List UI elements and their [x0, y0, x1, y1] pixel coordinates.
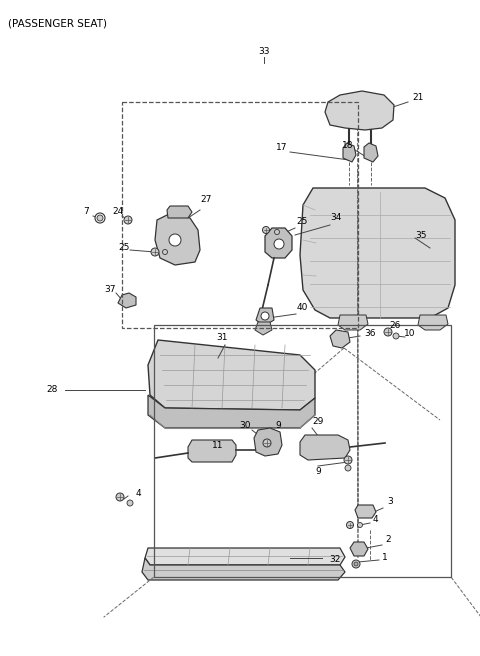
Polygon shape	[265, 228, 292, 258]
Text: 18: 18	[342, 140, 354, 150]
Circle shape	[97, 215, 103, 221]
Polygon shape	[355, 505, 376, 518]
Circle shape	[275, 230, 279, 234]
Polygon shape	[118, 293, 136, 308]
Polygon shape	[350, 542, 368, 556]
Text: 7: 7	[83, 207, 89, 216]
Text: 33: 33	[258, 47, 270, 56]
Text: 30: 30	[239, 420, 251, 430]
Polygon shape	[254, 428, 282, 456]
Polygon shape	[300, 188, 455, 318]
Polygon shape	[300, 435, 350, 460]
Polygon shape	[148, 340, 315, 410]
Circle shape	[169, 234, 181, 246]
Circle shape	[384, 328, 392, 336]
Circle shape	[358, 522, 362, 527]
Text: 28: 28	[46, 386, 58, 394]
Polygon shape	[364, 143, 378, 162]
Polygon shape	[145, 548, 345, 565]
Text: 1: 1	[382, 554, 388, 562]
Text: (PASSENGER SEAT): (PASSENGER SEAT)	[8, 18, 107, 28]
Circle shape	[352, 560, 360, 568]
Circle shape	[124, 216, 132, 224]
Text: 36: 36	[364, 329, 376, 337]
Polygon shape	[188, 440, 236, 462]
Polygon shape	[256, 308, 274, 326]
Circle shape	[263, 226, 269, 234]
Circle shape	[354, 562, 358, 566]
Polygon shape	[325, 91, 394, 130]
Text: 35: 35	[415, 230, 427, 239]
Text: 24: 24	[112, 207, 124, 216]
Text: 25: 25	[118, 243, 130, 253]
Circle shape	[116, 493, 124, 501]
Text: 37: 37	[104, 285, 116, 295]
Circle shape	[127, 500, 133, 506]
Circle shape	[163, 249, 168, 255]
Circle shape	[345, 465, 351, 471]
Text: 25: 25	[296, 218, 308, 226]
Text: 2: 2	[385, 535, 391, 544]
Text: 3: 3	[387, 497, 393, 506]
Bar	[122, 102, 358, 328]
Text: 4: 4	[372, 516, 378, 525]
Text: 11: 11	[212, 440, 224, 449]
Text: 31: 31	[216, 333, 228, 342]
Polygon shape	[167, 206, 192, 218]
Circle shape	[263, 439, 271, 447]
Text: 9: 9	[315, 468, 321, 476]
Circle shape	[261, 312, 269, 320]
Circle shape	[151, 248, 159, 256]
Polygon shape	[343, 143, 356, 162]
Text: 40: 40	[296, 304, 308, 312]
Text: 9: 9	[275, 420, 281, 430]
Circle shape	[344, 456, 352, 464]
Text: 34: 34	[330, 213, 342, 222]
Text: 4: 4	[135, 489, 141, 497]
Circle shape	[347, 522, 353, 529]
Polygon shape	[148, 395, 315, 428]
Text: 29: 29	[312, 417, 324, 426]
Text: 32: 32	[329, 556, 341, 565]
Text: 21: 21	[412, 94, 424, 102]
Bar	[154, 325, 451, 577]
Circle shape	[274, 239, 284, 249]
Polygon shape	[155, 215, 200, 265]
Polygon shape	[338, 315, 368, 330]
Polygon shape	[330, 330, 350, 348]
Circle shape	[393, 333, 399, 339]
Text: 26: 26	[389, 321, 401, 329]
Polygon shape	[418, 315, 448, 330]
Text: 27: 27	[200, 195, 212, 205]
Text: 17: 17	[276, 144, 288, 152]
Circle shape	[95, 213, 105, 223]
Polygon shape	[255, 322, 272, 335]
Text: 10: 10	[404, 329, 416, 338]
Polygon shape	[142, 558, 345, 580]
